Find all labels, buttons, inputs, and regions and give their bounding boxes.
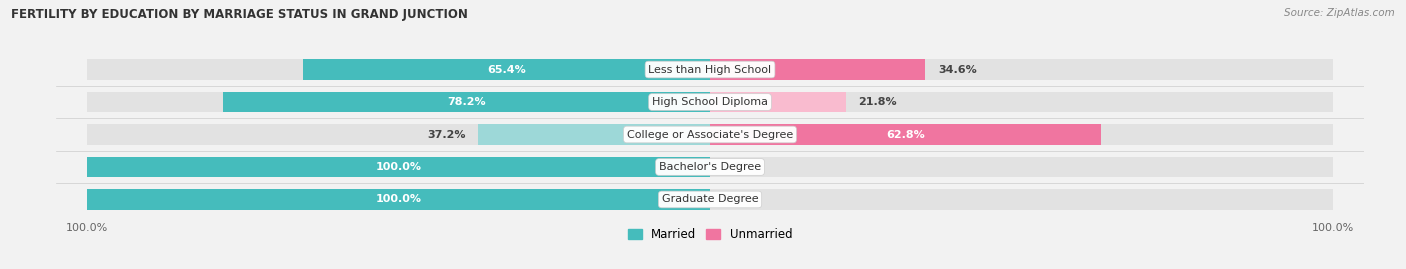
Bar [710,157,1333,177]
Bar [87,157,710,177]
Text: Graduate Degree: Graduate Degree [662,194,758,204]
Text: 100.0%: 100.0% [375,194,422,204]
Bar [302,59,710,80]
Bar [710,92,846,112]
Bar [87,157,710,177]
Text: 37.2%: 37.2% [427,129,465,140]
Text: 0.0%: 0.0% [723,162,754,172]
Text: 78.2%: 78.2% [447,97,486,107]
Bar [710,92,1333,112]
Text: FERTILITY BY EDUCATION BY MARRIAGE STATUS IN GRAND JUNCTION: FERTILITY BY EDUCATION BY MARRIAGE STATU… [11,8,468,21]
Text: Less than High School: Less than High School [648,65,772,75]
Bar [478,125,710,144]
Text: 21.8%: 21.8% [858,97,897,107]
Text: Bachelor's Degree: Bachelor's Degree [659,162,761,172]
Bar [224,92,710,112]
Text: 0.0%: 0.0% [723,194,754,204]
Text: Source: ZipAtlas.com: Source: ZipAtlas.com [1284,8,1395,18]
Bar [87,59,710,80]
Bar [87,92,710,112]
Text: High School Diploma: High School Diploma [652,97,768,107]
Bar [710,59,1333,80]
Bar [710,59,925,80]
Text: College or Associate's Degree: College or Associate's Degree [627,129,793,140]
Bar [87,189,710,210]
Legend: Married, Unmarried: Married, Unmarried [623,223,797,246]
Text: 65.4%: 65.4% [486,65,526,75]
Bar [710,125,1333,144]
Text: 100.0%: 100.0% [375,162,422,172]
Bar [710,189,1333,210]
Bar [87,125,710,144]
Text: 34.6%: 34.6% [938,65,977,75]
Bar [87,189,710,210]
Bar [710,125,1101,144]
Text: 62.8%: 62.8% [886,129,925,140]
